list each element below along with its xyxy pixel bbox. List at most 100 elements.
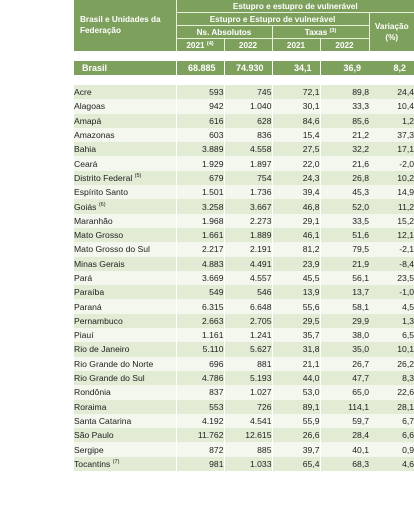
rate-2021: 15,4 xyxy=(302,130,320,141)
rate-2021: 53,0 xyxy=(302,387,320,398)
rate-2021: 26,6 xyxy=(302,430,320,441)
rate-2022-cell: 21,2 xyxy=(319,127,369,143)
rate-2022-cell: 38,0 xyxy=(319,328,369,343)
sub-title-header: Estupro e Estupro de vulnerável xyxy=(175,12,369,26)
state-name-cell: Acre xyxy=(74,85,176,100)
rate-2022-cell: 28,4 xyxy=(319,428,369,443)
state-name-cell: Tocantins (7) xyxy=(74,456,176,472)
rate-2021: 31,8 xyxy=(302,344,320,355)
abs-2021: 1.929 xyxy=(201,158,224,169)
rate-2022: 29,9 xyxy=(352,315,369,326)
rate-2021-cell: 89,1 xyxy=(271,399,320,414)
abs-2021: 696 xyxy=(209,358,224,369)
variation: 28,1 xyxy=(397,401,414,412)
rate-2022: 85,6 xyxy=(352,115,369,126)
rate-2021: 46,1 xyxy=(302,230,320,241)
abs-2022: 1.736 xyxy=(249,187,272,198)
table-row: Pará 3.669 4.557 45,5 56,1 23,5 xyxy=(74,270,414,286)
variation-cell: 28,1 xyxy=(369,399,414,414)
rate-2021-cell: 22,0 xyxy=(271,156,320,171)
rate-2021: 27,5 xyxy=(302,144,320,155)
variation-cell: 4,6 xyxy=(369,456,414,472)
abs-2021-cell: 603 xyxy=(175,127,224,143)
abs-2022-cell: 1.033 xyxy=(223,456,272,472)
state-name-cell: Amapá xyxy=(74,113,176,128)
rate-2022: 35,0 xyxy=(352,344,369,355)
state-name: Amapá xyxy=(74,115,102,126)
abs-2022: 1.033 xyxy=(249,458,272,469)
variation: 26,2 xyxy=(397,358,414,369)
state-name: Maranhão xyxy=(74,215,113,226)
table-row: Roraima 553 726 89,1 114,1 28,1 xyxy=(74,399,414,414)
variation-cell: 10,2 xyxy=(369,170,414,186)
state-name-cell: Rio Grande do Sul xyxy=(74,370,176,386)
variation: 10,4 xyxy=(397,101,414,112)
table-row: Acre 593 745 72,1 89,8 24,4 xyxy=(74,85,414,100)
variation-cell: 6,7 xyxy=(369,413,414,429)
rate-2021: 22,0 xyxy=(302,158,320,169)
table-row: Tocantins (7) 981 1.033 65,4 68,3 4,6 xyxy=(74,456,414,472)
rate-2021-cell: 31,8 xyxy=(271,342,320,357)
variation: -2,1 xyxy=(399,244,414,255)
rate-2021-cell: 23,9 xyxy=(271,256,320,271)
rate-2022: 40,1 xyxy=(352,444,369,455)
state-name-cell: Santa Catarina xyxy=(74,413,176,429)
rate-2021: 45,5 xyxy=(302,273,320,283)
variation-cell: 4,5 xyxy=(369,299,414,314)
abs-2021-cell: 593 xyxy=(175,85,224,100)
abs-2021-cell: 549 xyxy=(175,285,224,300)
rate-2021-cell: 39,4 xyxy=(271,185,320,200)
abs-2022-cell: 754 xyxy=(223,170,272,186)
abs-2021-cell: 11.762 xyxy=(175,428,224,443)
state-name-cell: Piauí xyxy=(74,328,176,343)
rates-note: (3) xyxy=(329,27,337,34)
state-name-cell: Sergipe xyxy=(74,442,176,457)
state-name-cell: São Paulo xyxy=(74,428,176,443)
abs-2022: 628 xyxy=(257,115,272,126)
variation-cell: 23,5 xyxy=(369,270,414,286)
abs-2022: 2.273 xyxy=(249,215,272,226)
abs-2022: 4.557 xyxy=(249,273,272,283)
rate-2022-cell: 65,0 xyxy=(319,385,369,400)
year-2022-rate-header: 2022 xyxy=(319,38,369,51)
table-row: Mato Grosso do Sul 2.217 2.191 81,2 79,5 -2,1 xyxy=(74,242,414,257)
rate-2022: 13,7 xyxy=(352,287,369,298)
abs-2021-cell: 616 xyxy=(175,113,224,128)
abs-2021-cell: 1.661 xyxy=(175,227,224,243)
rate-2021: 65,4 xyxy=(302,458,320,469)
rate-2021: 39,7 xyxy=(302,444,320,455)
variation-cell: 22,6 xyxy=(369,385,414,400)
variation-cell: 1,3 xyxy=(369,313,414,329)
state-name-cell: Roraima xyxy=(74,399,176,414)
rate-2021: 29,1 xyxy=(302,215,320,226)
rate-2022-cell: 51,6 xyxy=(319,227,369,243)
abs-2021: 3.889 xyxy=(201,144,224,155)
rate-2021: 55,6 xyxy=(302,301,320,312)
abs-2022: 6.648 xyxy=(249,301,272,312)
footnote-marker: (7) xyxy=(112,458,120,465)
abs-2022: 754 xyxy=(257,172,272,183)
table-row: Espírito Santo 1.501 1.736 39,4 45,3 14,9 xyxy=(74,185,414,200)
state-name: Bahia xyxy=(74,144,96,155)
table-row: Piauí 1.161 1.241 35,7 38,0 6,5 xyxy=(74,328,414,343)
abs-2021-cell: 3.258 xyxy=(175,199,224,214)
rate-2022-cell: 45,3 xyxy=(319,185,369,200)
rate-2021: 24,3 xyxy=(302,172,320,183)
variation: 0,9 xyxy=(402,444,414,455)
state-name-cell: Ceará xyxy=(74,156,176,171)
abs-2021: 1.661 xyxy=(201,230,224,241)
rate-2021-cell: 13,9 xyxy=(271,285,320,300)
rate-2022-cell: 33,5 xyxy=(319,213,369,228)
abs-2021-cell: 837 xyxy=(175,385,224,400)
state-name-cell: Minas Gerais xyxy=(74,256,176,271)
abs-2021: 4.786 xyxy=(201,373,224,384)
abs-2021-cell: 3.889 xyxy=(175,142,224,157)
table-row: Rio Grande do Sul 4.786 5.193 44,0 47,7 8,3 xyxy=(74,370,414,386)
rate-2022-cell: 68,3 xyxy=(319,456,369,472)
rate-2022: 52,0 xyxy=(352,201,369,212)
variation-cell: 17,1 xyxy=(369,142,414,157)
variation: 10,2 xyxy=(397,172,414,183)
abs-2021: 593 xyxy=(209,87,224,98)
state-name: Paraíba xyxy=(74,287,105,298)
table-row: Amazonas 603 836 15,4 21,2 37,3 xyxy=(74,127,414,143)
